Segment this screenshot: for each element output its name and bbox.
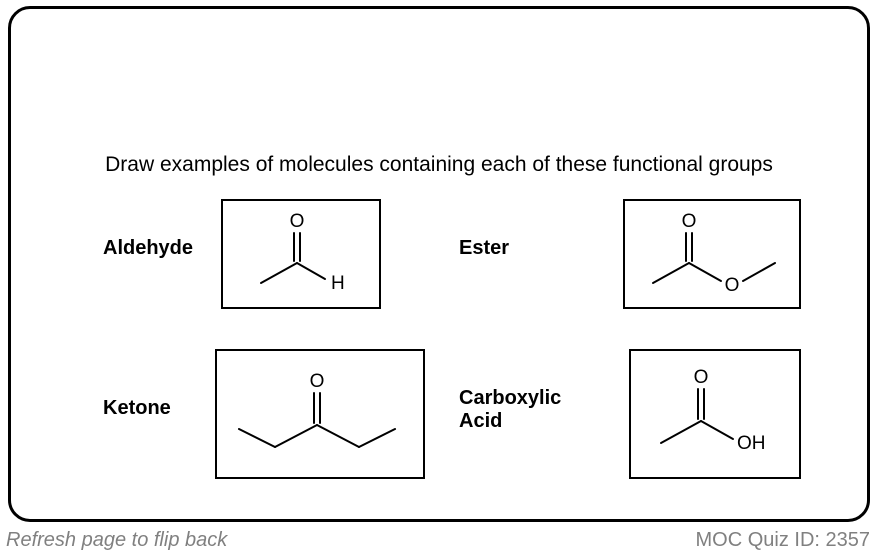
ester-structure: O O: [625, 201, 799, 307]
prompt-text: Draw examples of molecules containing ea…: [11, 153, 867, 177]
footer-quiz-id: MOC Quiz ID: 2357: [695, 529, 870, 552]
structure-box-aldehyde: O H: [221, 199, 381, 309]
ketone-structure: O: [217, 351, 423, 477]
carboxylic-structure: O OH: [631, 351, 799, 477]
atom-O: O: [290, 211, 305, 232]
label-aldehyde: Aldehyde: [103, 237, 193, 260]
atom-O: O: [694, 367, 709, 388]
label-ketone: Ketone: [103, 397, 171, 420]
label-carboxylic: Carboxylic Acid: [459, 387, 561, 433]
structure-box-carboxylic: O OH: [629, 349, 801, 479]
aldehyde-structure: O H: [223, 201, 379, 307]
footer-prefix: MOC Quiz ID:: [695, 529, 825, 551]
footer-hint: Refresh page to flip back: [6, 529, 227, 552]
atom-O-top: O: [682, 211, 697, 232]
atom-OH: OH: [737, 433, 766, 454]
label-ester: Ester: [459, 237, 509, 260]
structure-box-ester: O O: [623, 199, 801, 309]
quiz-id-value: 2357: [826, 529, 871, 551]
atom-O-chain: O: [725, 275, 740, 296]
atom-O: O: [310, 371, 325, 392]
structure-box-ketone: O: [215, 349, 425, 479]
quiz-card: Draw examples of molecules containing ea…: [8, 6, 870, 522]
atom-H: H: [331, 273, 345, 294]
